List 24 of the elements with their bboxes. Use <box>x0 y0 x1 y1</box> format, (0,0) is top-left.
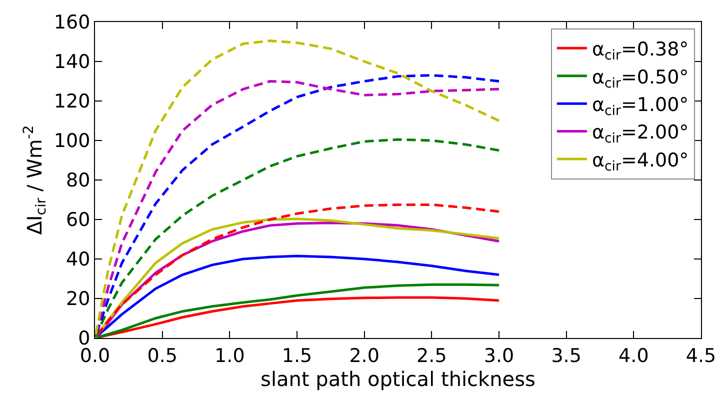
legend-label: α$_{cir}$=0.50° <box>592 66 689 92</box>
y-tick-label: 160 <box>54 12 90 34</box>
legend-label: α$_{cir}$=0.38° <box>592 38 689 64</box>
y-tick-label: 100 <box>54 130 90 152</box>
y-tick-label: 40 <box>66 248 90 271</box>
legend-label: α$_{cir}$=4.00° <box>592 149 689 174</box>
x-tick-label: 0.0 <box>80 344 110 367</box>
x-tick-label: 4.0 <box>618 344 649 367</box>
x-tick-label: 2.0 <box>349 344 380 367</box>
x-tick-label: 2.5 <box>416 344 447 367</box>
x-axis-title: slant path optical thickness <box>260 366 536 391</box>
legend-label: α$_{cir}$=2.00° <box>592 122 689 147</box>
y-tick-label: 80 <box>66 170 90 192</box>
y-tick-label: 140 <box>54 51 90 74</box>
y-tick-label: 60 <box>66 209 90 232</box>
y-tick-label: 120 <box>54 90 90 113</box>
x-tick-label: 1.0 <box>214 344 245 367</box>
x-tick-label: 3.5 <box>551 344 582 367</box>
x-tick-label: 3.0 <box>484 344 514 367</box>
y-tick-label: 20 <box>66 288 90 310</box>
legend-label: α$_{cir}$=1.00° <box>592 94 689 119</box>
x-tick-label: 1.5 <box>282 344 312 367</box>
x-tick-label: 4.5 <box>686 344 716 367</box>
x-tick-label: 0.5 <box>147 344 178 367</box>
